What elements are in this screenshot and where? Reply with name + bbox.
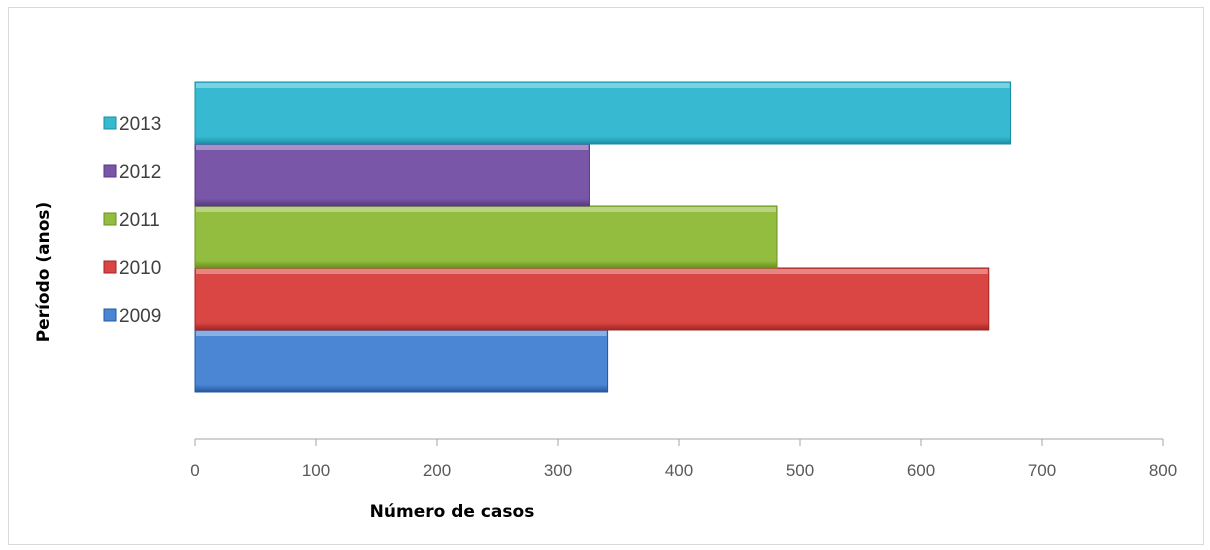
legend-swatch-2013 <box>103 116 117 130</box>
legend-swatch-2010 <box>103 260 117 274</box>
bar-chart: 0 100 200 300 400 500 600 700 800 20092010201120… <box>34 81 1177 522</box>
legend-label-2012: 2012 <box>119 162 161 183</box>
chart-area: 0 100 200 300 400 500 600 700 800 2009 2010 2011 20… <box>8 7 1204 545</box>
bar-highlight-2010 <box>196 269 988 274</box>
bar-2012 <box>194 143 590 207</box>
bar-highlight-2012 <box>196 145 589 150</box>
x-tick-label-300: 300 <box>544 461 572 480</box>
legend: 2009 2010 2011 2012 2013 <box>103 114 161 327</box>
x-tick-label-600: 600 <box>907 461 935 480</box>
bars-group <box>194 81 1012 393</box>
x-axis-title: Número de casos <box>370 502 535 522</box>
x-tick-label-0: 0 <box>190 461 199 480</box>
legend-swatch-2011 <box>103 212 117 226</box>
x-axis: 0 100 200 300 400 500 600 700 800 <box>190 438 1177 480</box>
bar-highlight-2009 <box>196 331 607 336</box>
x-tick-label-100: 100 <box>302 461 330 480</box>
y-axis-title: Período (anos) <box>34 202 54 343</box>
bar-2013 <box>194 81 1012 145</box>
x-tick-label-400: 400 <box>665 461 693 480</box>
legend-label-2011: 2011 <box>119 210 160 231</box>
legend-label-2009: 2009 <box>119 306 161 327</box>
legend-swatch-2012 <box>103 164 117 178</box>
bar-2009 <box>194 329 609 393</box>
bar-2010 <box>194 267 990 331</box>
x-tick-label-200: 200 <box>423 461 451 480</box>
x-tick-label-700: 700 <box>1028 461 1056 480</box>
legend-swatch-2009 <box>103 308 117 322</box>
legend-label-2010: 2010 <box>119 258 161 279</box>
bar-2011 <box>194 205 778 269</box>
bar-highlight-2013 <box>196 83 1010 88</box>
x-tick-label-500: 500 <box>786 461 814 480</box>
x-tick-label-800: 800 <box>1149 461 1177 480</box>
legend-label-2013: 2013 <box>119 114 161 135</box>
bar-highlight-2011 <box>196 207 777 212</box>
